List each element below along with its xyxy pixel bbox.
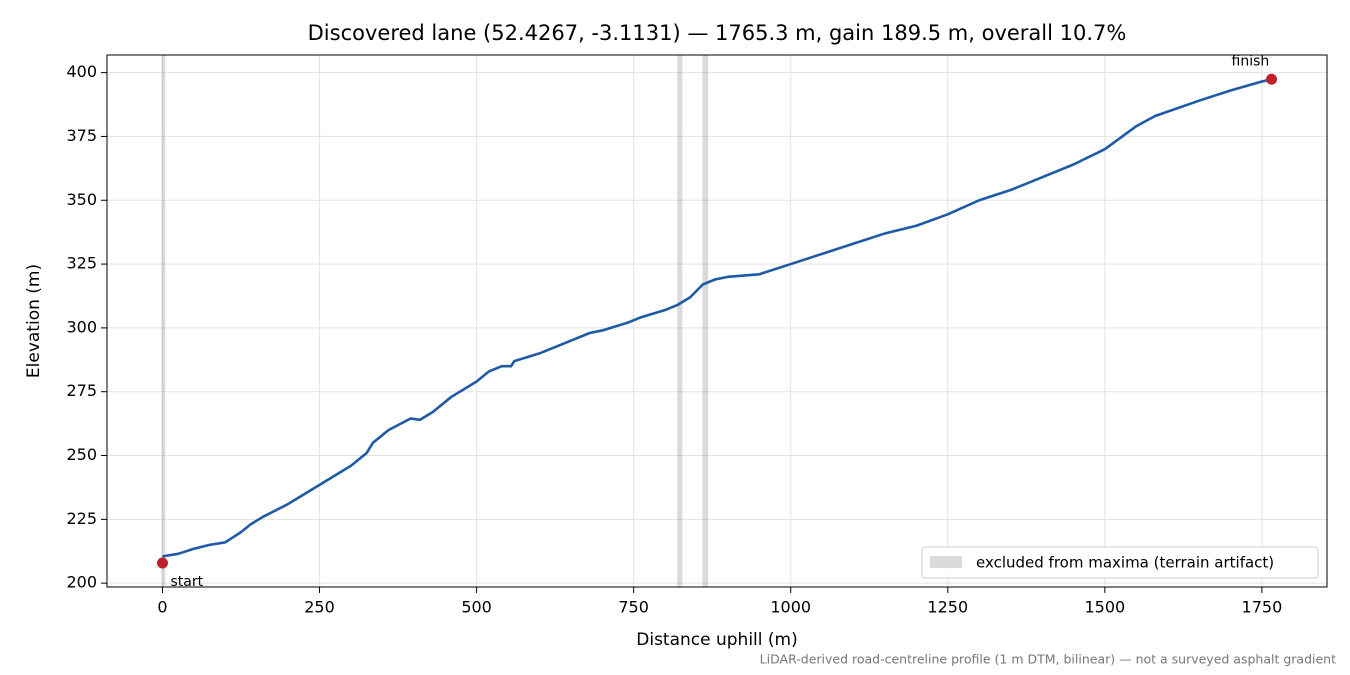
y-tick-label: 375 bbox=[66, 126, 97, 145]
elevation-line bbox=[162, 77, 1272, 558]
x-tick-label: 1250 bbox=[927, 598, 968, 617]
x-tick-label: 1500 bbox=[1084, 598, 1125, 617]
endpoint-marker bbox=[156, 557, 168, 569]
x-tick-label: 0 bbox=[157, 598, 167, 617]
y-tick-label: 325 bbox=[66, 254, 97, 273]
y-tick-label: 200 bbox=[66, 573, 97, 592]
x-tick-label: 750 bbox=[618, 598, 649, 617]
x-tick-label: 1000 bbox=[770, 598, 811, 617]
legend-swatch bbox=[930, 556, 962, 568]
y-tick-label: 275 bbox=[66, 381, 97, 400]
y-tick-label: 300 bbox=[66, 317, 97, 336]
y-tick-label: 225 bbox=[66, 509, 97, 528]
endpoint-label: start bbox=[170, 574, 203, 590]
excluded-span bbox=[677, 55, 683, 587]
x-tick-label: 250 bbox=[304, 598, 335, 617]
legend-box bbox=[921, 546, 1319, 579]
y-tick-label: 400 bbox=[66, 62, 97, 81]
endpoint-label: finish bbox=[1232, 53, 1270, 69]
excluded-span bbox=[161, 55, 166, 587]
y-tick-label: 350 bbox=[66, 190, 97, 209]
endpoint-marker bbox=[1266, 73, 1278, 85]
footnote: LiDAR-derived road-centreline profile (1… bbox=[760, 652, 1336, 667]
excluded-span bbox=[702, 55, 709, 587]
chart-title: Discovered lane (52.4267, -3.1131) — 176… bbox=[308, 21, 1127, 45]
x-tick-label: 1750 bbox=[1242, 598, 1283, 617]
x-tick-label: 500 bbox=[461, 598, 492, 617]
y-axis-label: Elevation (m) bbox=[24, 264, 44, 378]
plot-frame bbox=[106, 54, 1328, 588]
x-axis-label: Distance uphill (m) bbox=[636, 630, 797, 650]
legend-label: excluded from maxima (terrain artifact) bbox=[976, 554, 1274, 572]
y-tick-label: 250 bbox=[66, 445, 97, 464]
